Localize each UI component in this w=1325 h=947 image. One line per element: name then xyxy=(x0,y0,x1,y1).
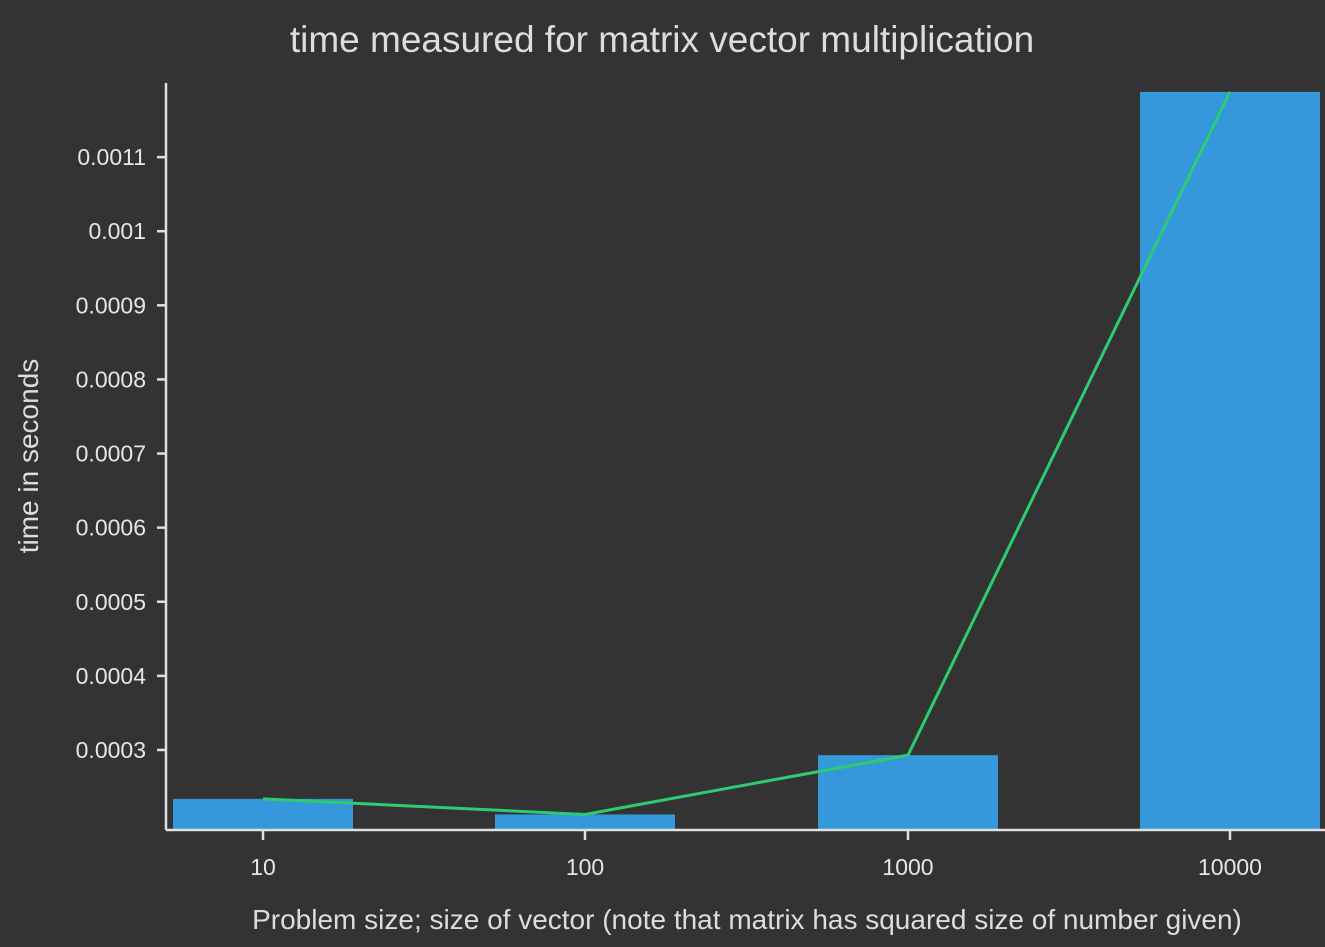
y-tick-label: 0.001 xyxy=(88,218,146,244)
y-tick-label: 0.0003 xyxy=(76,737,146,763)
x-axis-label: Problem size; size of vector (note that … xyxy=(252,904,1242,935)
line-series xyxy=(262,91,1232,816)
trend-line xyxy=(262,91,1232,816)
bar-100 xyxy=(495,814,675,830)
bar-10000 xyxy=(1140,91,1320,830)
y-tick-label: 0.0008 xyxy=(76,366,146,392)
bar-10 xyxy=(173,798,353,830)
x-tick-label: 10000 xyxy=(1198,854,1262,880)
y-tick-label: 0.0004 xyxy=(76,663,147,689)
y-tick-label: 0.0005 xyxy=(76,589,146,615)
x-axis-ticks: 10 100 1000 10000 xyxy=(250,830,1262,880)
y-tick-label: 0.0009 xyxy=(76,292,146,318)
x-tick-label: 100 xyxy=(566,854,604,880)
y-tick-label: 0.0011 xyxy=(77,144,146,170)
bar-series xyxy=(173,91,1320,830)
x-tick-label: 1000 xyxy=(882,854,933,880)
y-axis-ticks: 0.0003 0.0004 0.0005 0.0006 0.0007 0.0008 0.00… xyxy=(76,144,166,763)
y-tick-label: 0.0007 xyxy=(76,441,146,467)
chart-title: time measured for matrix vector multipli… xyxy=(290,19,1034,60)
x-tick-label: 10 xyxy=(250,854,276,880)
y-axis-label: time in seconds xyxy=(13,359,44,554)
y-tick-label: 0.0006 xyxy=(76,515,146,541)
